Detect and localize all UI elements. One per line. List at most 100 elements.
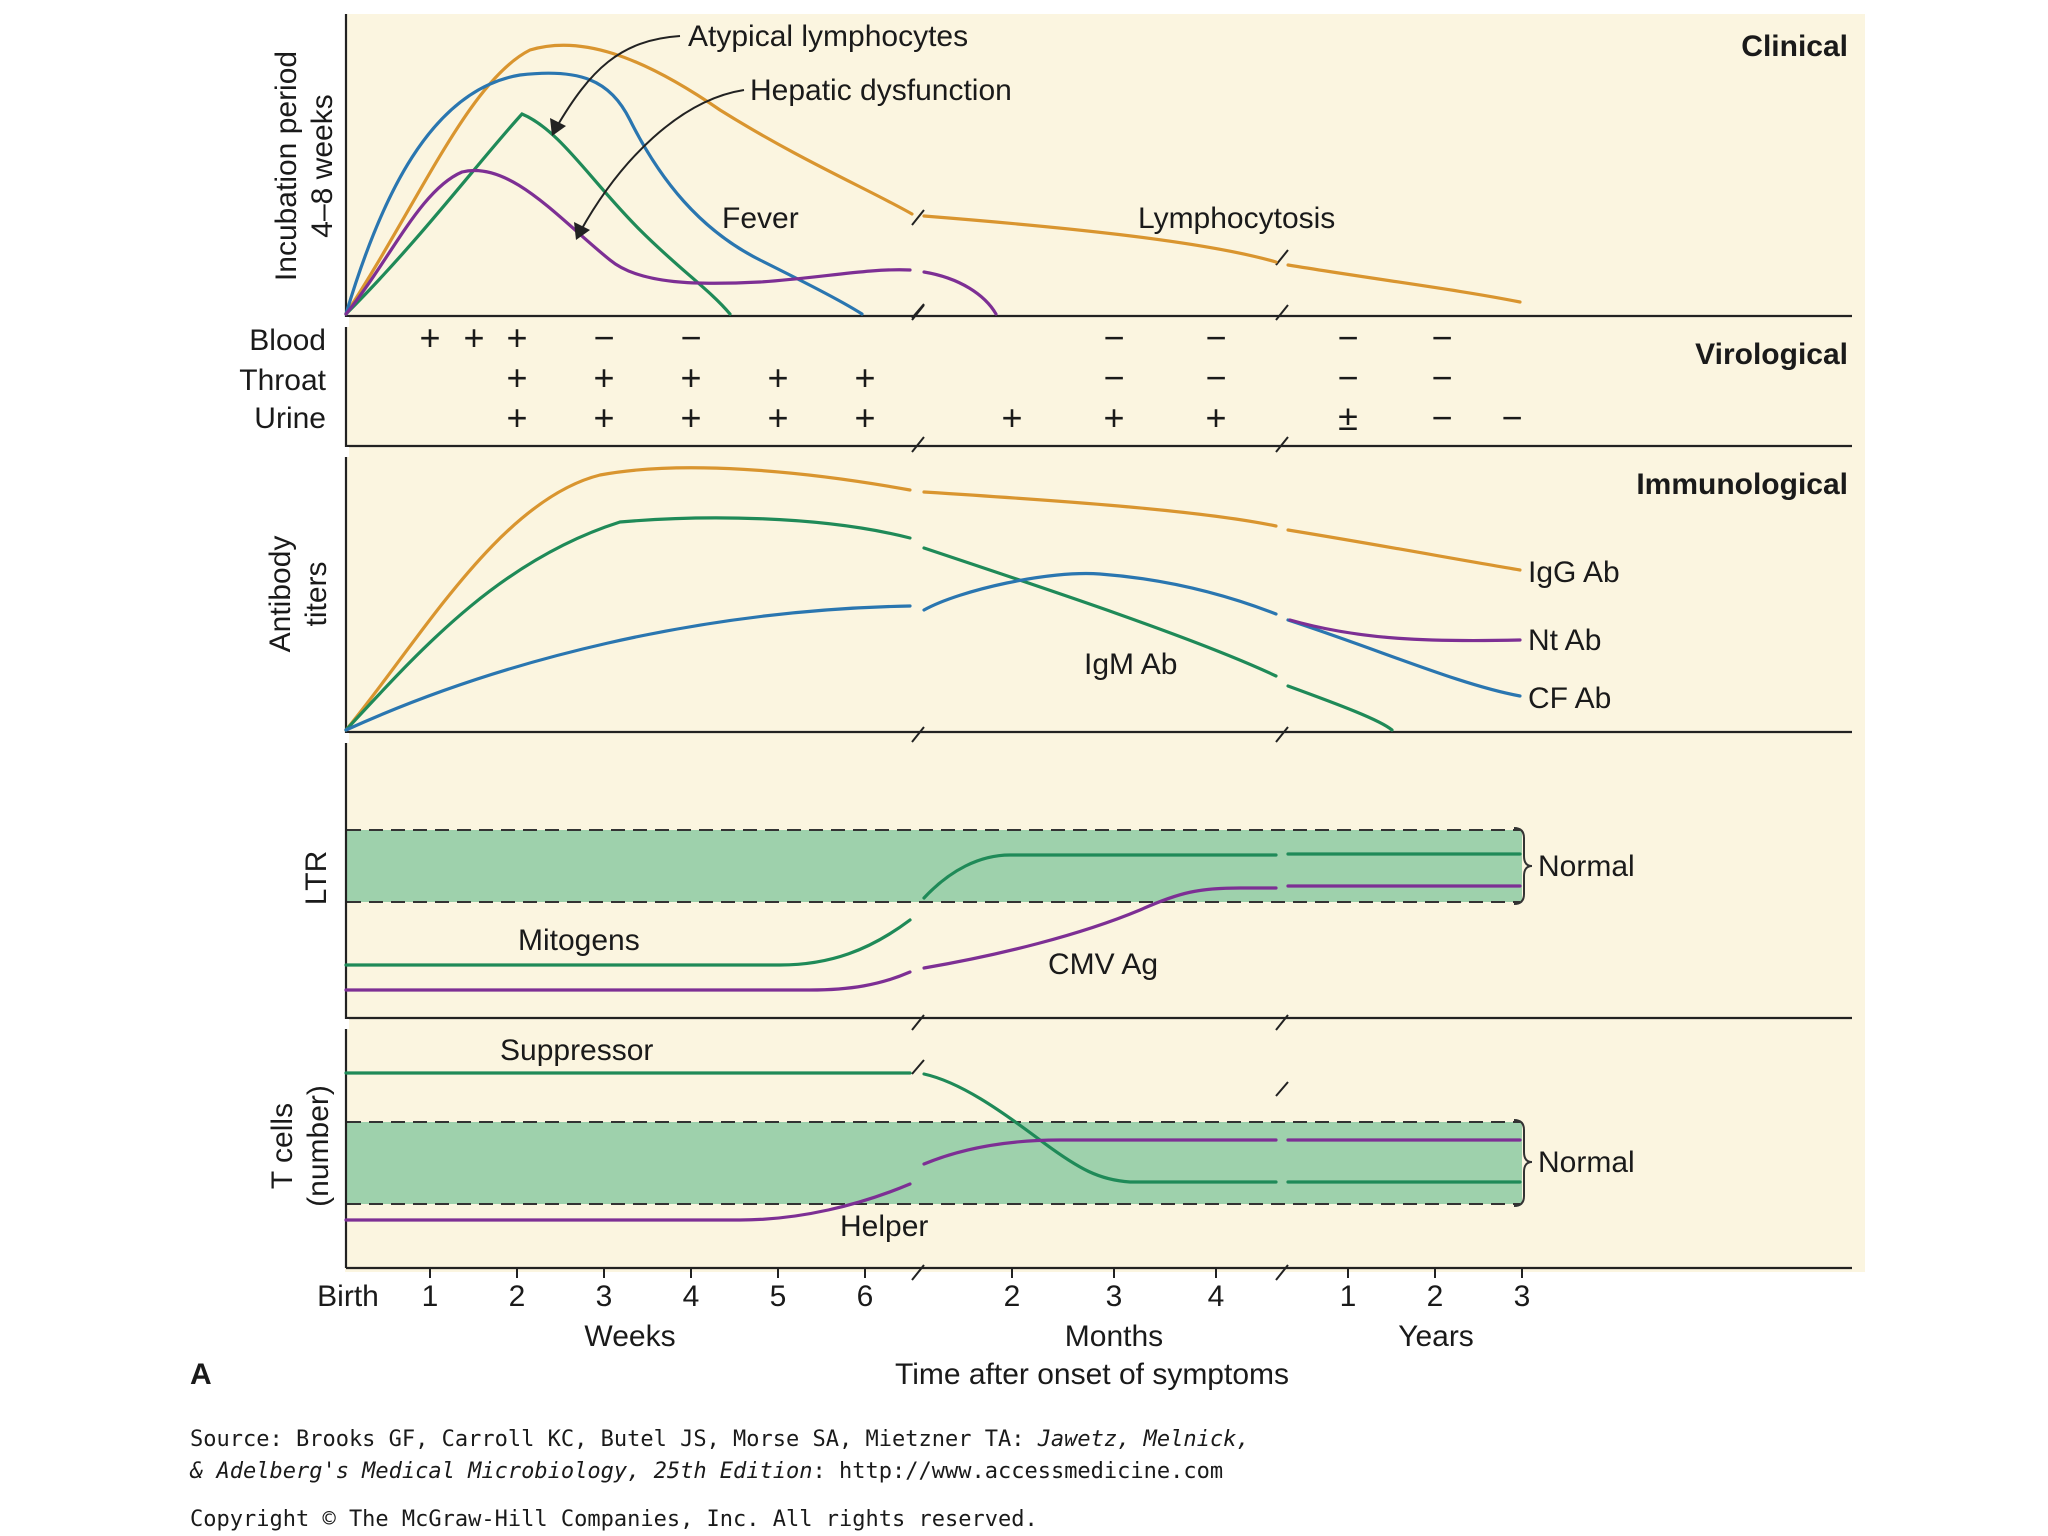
virological-row-label: Urine — [254, 402, 326, 435]
virology-sign: − — [680, 317, 701, 358]
x-tick-label: 4 — [1208, 1280, 1225, 1313]
immunological-title: Immunological — [1636, 468, 1848, 501]
virology-sign: + — [463, 317, 484, 358]
x-tick-label: 3 — [1106, 1280, 1123, 1313]
virology-sign: − — [1431, 317, 1452, 358]
cf-ab-label: CF Ab — [1528, 682, 1611, 715]
x-tick-label: 4 — [683, 1280, 700, 1313]
normal-band-dashed-borders — [347, 829, 1520, 1205]
normal-brackets — [1513, 827, 1533, 1207]
virology-sign: + — [680, 397, 701, 438]
tcells-normal-band — [347, 1122, 1522, 1204]
svg-text:Incubation period: Incubation period — [270, 51, 303, 281]
virology-sign: − — [1103, 317, 1124, 358]
virology-sign: + — [767, 397, 788, 438]
ltr-normal-label: Normal — [1538, 850, 1635, 883]
suppressor-label: Suppressor — [500, 1034, 653, 1067]
callout-arrowheads — [550, 118, 590, 240]
clinical-break-ticks — [911, 303, 925, 319]
virology-sign: − — [1501, 397, 1522, 438]
virology-sign: + — [767, 357, 788, 398]
igm-ab-curve — [344, 516, 1394, 732]
virology-sign: + — [1103, 397, 1124, 438]
nt-ab-curve — [1288, 618, 1522, 643]
x-tick-label: 1 — [422, 1280, 439, 1313]
x-axis-title: Time after onset of symptoms — [895, 1358, 1289, 1391]
tcells-ylabel: T cells (number) — [266, 1085, 335, 1207]
virology-sign: + — [854, 397, 875, 438]
years-unit-label: Years — [1398, 1320, 1474, 1353]
igg-ab-curve — [344, 466, 1522, 732]
svg-text:titers: titers — [300, 561, 333, 626]
virology-sign: + — [506, 357, 527, 398]
x-birth-label: Birth — [317, 1280, 379, 1313]
helper-label: Helper — [840, 1210, 928, 1243]
virology-sign: + — [680, 357, 701, 398]
atypical-lymphocytes-label: Atypical lymphocytes — [688, 20, 968, 53]
callout-arrows — [555, 35, 745, 233]
ltr-ylabel: LTR — [300, 851, 333, 905]
panel-frame — [344, 14, 1852, 1270]
svg-text:4–8 weeks: 4–8 weeks — [306, 94, 339, 237]
igm-ab-label: IgM Ab — [1084, 648, 1177, 681]
weeks-unit-label: Weeks — [584, 1320, 675, 1353]
x-tick-label: 3 — [596, 1280, 613, 1313]
figure-letter: A — [190, 1358, 212, 1391]
virological-title: Virological — [1695, 338, 1848, 371]
hepatic-dysfunction-curve — [344, 168, 998, 316]
cmv-ag-curve — [344, 884, 1522, 992]
virology-sign: − — [1103, 357, 1124, 398]
virology-sign: − — [1431, 397, 1452, 438]
virology-sign: − — [1205, 317, 1226, 358]
virological-row-label: Blood — [249, 324, 326, 357]
fever-curve — [344, 43, 1522, 316]
x-tick-label: 1 — [1340, 1280, 1357, 1313]
x-tick-label: 5 — [770, 1280, 787, 1313]
mitogens-curve — [344, 852, 1522, 967]
fever-label: Fever — [722, 202, 799, 235]
tcells-normal-label: Normal — [1538, 1146, 1635, 1179]
clinical-ylabel: Incubation period 4–8 weeks — [270, 51, 339, 281]
virology-sign: + — [1205, 397, 1226, 438]
months-unit-label: Months — [1065, 1320, 1163, 1353]
virology-sign: + — [854, 357, 875, 398]
virology-sign: + — [419, 317, 440, 358]
lymphocytosis-curve — [344, 71, 864, 316]
virology-sign: + — [593, 397, 614, 438]
nt-ab-label: Nt Ab — [1528, 624, 1601, 657]
panel-gaps — [344, 317, 349, 1029]
x-tick-labels: 1 2 3 4 5 6 2 3 4 1 2 3 — [422, 1280, 1531, 1313]
clinical-title: Clinical — [1741, 30, 1848, 63]
ltr-normal-band — [347, 830, 1522, 902]
immunological-ylabel: Antibody titers — [264, 536, 333, 653]
svg-text:T cells: T cells — [266, 1103, 299, 1189]
svg-text:(number): (number) — [302, 1085, 335, 1207]
virology-sign: + — [593, 357, 614, 398]
copyright-line: Copyright © The McGraw-Hill Companies, I… — [190, 1507, 1038, 1532]
x-tick-label: 2 — [509, 1280, 526, 1313]
x-axis-ticks — [429, 1268, 1523, 1278]
virology-sign: ± — [1338, 397, 1358, 438]
atypical-lymphocytes-curve — [344, 112, 732, 316]
virological-signs: + + + − − − − − −+ + + + + − − − −+ + + + + + + + ± − − — [419, 317, 1522, 438]
x-tick-label: 6 — [857, 1280, 874, 1313]
virology-sign: + — [506, 397, 527, 438]
igg-ab-label: IgG Ab — [1528, 556, 1620, 589]
mitogens-label: Mitogens — [518, 924, 640, 957]
x-tick-label: 3 — [1514, 1280, 1531, 1313]
helper-curve — [344, 1138, 1522, 1222]
svg-text:Antibody: Antibody — [264, 536, 297, 653]
virology-sign: − — [1205, 357, 1226, 398]
virology-sign: − — [1337, 357, 1358, 398]
hepatic-dysfunction-label: Hepatic dysfunction — [750, 74, 1012, 107]
virology-sign: − — [1337, 317, 1358, 358]
virology-sign: − — [1431, 357, 1452, 398]
virological-row-label: Throat — [239, 364, 326, 397]
svg-text:LTR: LTR — [300, 851, 333, 905]
figure-background — [345, 14, 1865, 1272]
source-line-1: Source: Brooks GF, Carroll KC, Butel JS,… — [190, 1427, 1250, 1452]
lymphocytosis-label: Lymphocytosis — [1138, 202, 1335, 235]
x-tick-label: 2 — [1427, 1280, 1444, 1313]
cmv-ag-label: CMV Ag — [1048, 948, 1158, 981]
